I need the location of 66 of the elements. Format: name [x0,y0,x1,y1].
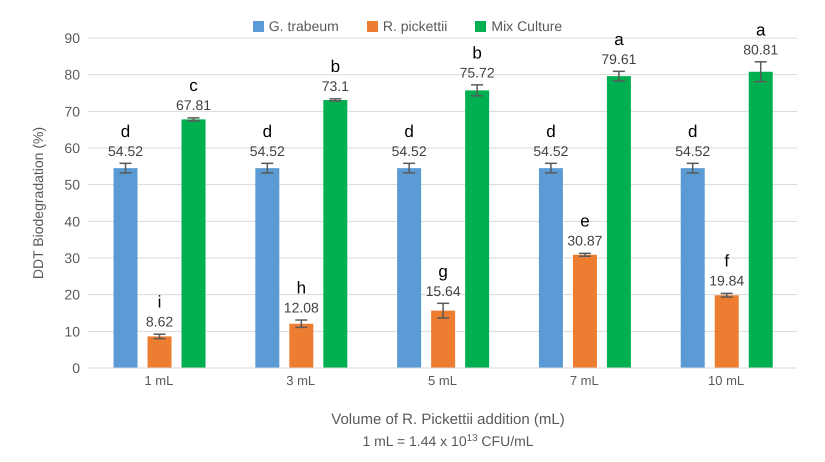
data-label: 54.52 [108,142,144,159]
data-label: 54.52 [533,142,569,159]
bar [397,168,422,368]
annotation: h [296,278,306,298]
x-tick-label: 3 mL [286,373,316,388]
data-label: 30.87 [567,232,603,248]
legend-label: Mix Culture [490,18,562,34]
x-tick-label: 1 mL [144,373,174,388]
bar [748,72,773,368]
data-label: 15.64 [426,282,461,299]
legend-label: G. trabeum [268,18,339,34]
annotation: c [189,76,198,96]
y-axis-title: DDT Biodegradation (%) [30,126,46,280]
annotation: d [546,122,556,141]
data-label: 54.52 [250,142,286,159]
data-label: 54.52 [392,142,427,159]
data-label: 73.1 [322,78,350,94]
x-tick-label: 7 mL [570,373,599,388]
bar [572,254,597,368]
data-label: 54.52 [675,142,710,159]
bar [114,168,138,368]
annotation: d [688,122,698,141]
y-tick-label: 60 [64,140,80,156]
bar [289,324,314,368]
data-label: 67.81 [176,97,212,114]
bar [255,168,280,368]
bar [431,310,456,368]
annotation: e [580,211,590,230]
data-label: 8.62 [146,313,174,330]
bar [148,336,172,368]
legend-label: R. pickettii [382,18,448,34]
x-tick-label: 5 mL [428,373,457,388]
bar [182,119,206,368]
annotation: d [120,122,130,141]
annotation: f [724,252,730,271]
x-axis-title: Volume of R. Pickettii addition (mL) [331,411,565,428]
bar [465,90,490,368]
y-tick-label: 90 [64,30,80,46]
annotation: i [158,292,162,312]
annotation: b [330,56,340,76]
y-tick-label: 40 [64,213,80,230]
data-label: 79.61 [601,50,637,67]
y-tick-label: 50 [64,176,80,193]
y-tick-label: 30 [64,250,80,266]
annotation: d [262,122,272,141]
data-label: 19.84 [709,272,744,289]
bar [714,295,739,368]
y-tick-label: 0 [72,360,80,376]
x-tick-label: 10 mL [708,373,744,388]
bar [680,168,705,368]
annotation: d [404,122,414,141]
bar [323,100,348,368]
bar [606,76,631,368]
y-tick-label: 20 [64,286,80,303]
annotation: a [614,30,624,49]
data-label: 80.81 [743,42,778,58]
y-tick-label: 70 [64,103,80,120]
annotation: g [438,262,448,281]
bar [538,168,563,368]
data-label: 75.72 [460,64,495,80]
annotation: b [472,43,482,62]
text: 1 mL = 1.44 x 10$^{13}$ CFU/mL [362,432,534,449]
y-tick-label: 10 [64,323,80,340]
annotation: a [756,20,766,40]
y-tick-label: 80 [64,66,80,83]
data-label: 12.08 [284,299,320,316]
